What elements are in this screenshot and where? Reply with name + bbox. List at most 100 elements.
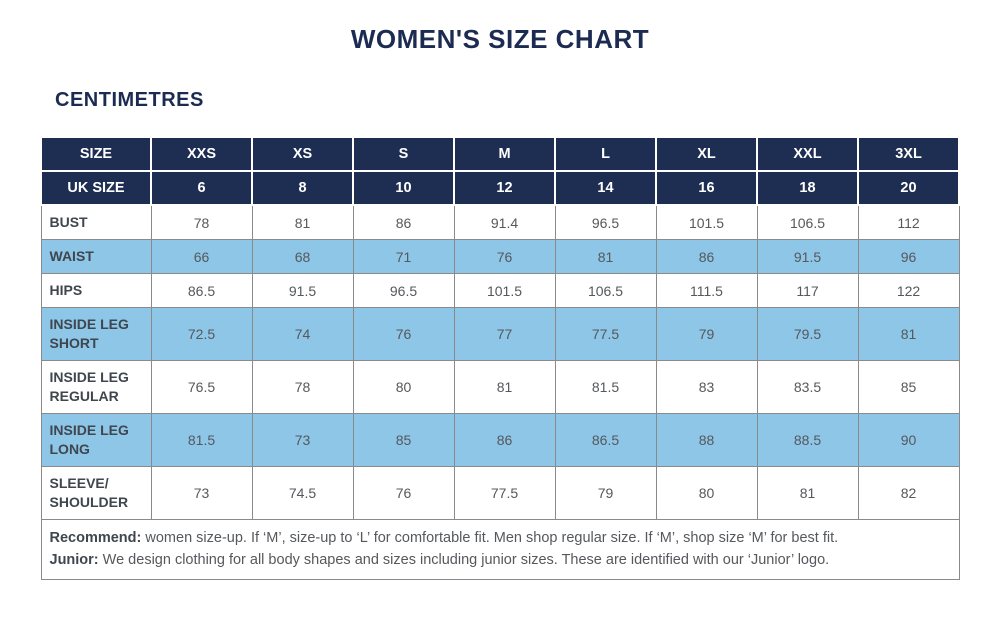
uk-size-column-header: 14: [554, 170, 657, 206]
uk-size-header-row: UK SIZE 6 8 10 12 14 16 18 20: [40, 170, 960, 206]
footnote-junior-text: We design clothing for all body shapes a…: [98, 552, 830, 568]
measurement-row-label: INSIDE LEG LONG: [40, 413, 152, 467]
measurement-value-cell: 86.5: [554, 413, 657, 467]
size-column-header: 3XL: [857, 136, 960, 172]
measurement-value-cell: 106.5: [756, 204, 859, 240]
measurement-value-cell: 81: [857, 307, 960, 361]
measurement-value-cell: 83: [655, 360, 758, 414]
measurement-row: INSIDE LEG LONG 81.5 73 85 86 86.5 88 88.5 90: [40, 413, 960, 467]
measurement-row: HIPS 86.5 91.5 96.5 101.5 106.5 111.5 117 122: [40, 273, 960, 308]
measurement-value-cell: 91.4: [453, 204, 556, 240]
measurement-value-cell: 71: [352, 239, 455, 274]
uk-size-column-header: 6: [150, 170, 253, 206]
measurement-value-cell: 77.5: [453, 466, 556, 520]
measurement-value-cell: 96.5: [554, 204, 657, 240]
size-chart-table: SIZE XXS XS S M L XL XXL 3XL UK SIZE 6 8 10 12 14 16…: [40, 136, 960, 580]
measurement-value-cell: 76: [453, 239, 556, 274]
measurement-value-cell: 106.5: [554, 273, 657, 308]
measurement-row-label: INSIDE LEG REGULAR: [40, 360, 152, 414]
uk-size-column-header: 20: [857, 170, 960, 206]
measurement-value-cell: 86.5: [150, 273, 253, 308]
uk-size-column-header: 8: [251, 170, 354, 206]
measurement-value-cell: 77: [453, 307, 556, 361]
measurement-value-cell: 101.5: [655, 204, 758, 240]
measurement-value-cell: 79.5: [756, 307, 859, 361]
measurement-value-cell: 68: [251, 239, 354, 274]
measurement-row: WAIST 66 68 71 76 81 86 91.5 96: [40, 239, 960, 274]
measurement-value-cell: 91.5: [756, 239, 859, 274]
size-column-header: XL: [655, 136, 758, 172]
measurement-row-label: WAIST: [40, 239, 152, 274]
measurement-value-cell: 81: [554, 239, 657, 274]
measurement-value-cell: 78: [251, 360, 354, 414]
uk-size-column-header: 10: [352, 170, 455, 206]
measurement-value-cell: 96: [857, 239, 960, 274]
measurement-row-label: HIPS: [40, 273, 152, 308]
measurement-value-cell: 122: [857, 273, 960, 308]
measurement-value-cell: 77.5: [554, 307, 657, 361]
measurement-value-cell: 82: [857, 466, 960, 520]
size-column-header: M: [453, 136, 556, 172]
measurement-value-cell: 83.5: [756, 360, 859, 414]
measurement-value-cell: 72.5: [150, 307, 253, 361]
size-column-header: XS: [251, 136, 354, 172]
footnote-recommend-lead: Recommend:: [49, 530, 142, 546]
measurement-value-cell: 96.5: [352, 273, 455, 308]
measurement-value-cell: 76: [352, 466, 455, 520]
measurement-row-label: BUST: [40, 204, 152, 240]
measurement-value-cell: 88.5: [756, 413, 859, 467]
size-column-header: XXL: [756, 136, 859, 172]
uk-size-column-header: 12: [453, 170, 556, 206]
measurement-value-cell: 79: [655, 307, 758, 361]
measurement-value-cell: 73: [150, 466, 253, 520]
measurement-value-cell: 80: [352, 360, 455, 414]
measurement-value-cell: 91.5: [251, 273, 354, 308]
measurement-row-label: INSIDE LEG SHORT: [40, 307, 152, 361]
footnote-recommend-text: women size-up. If ‘M’, size-up to ‘L’ fo…: [141, 530, 839, 546]
measurement-value-cell: 88: [655, 413, 758, 467]
measurement-value-cell: 81.5: [554, 360, 657, 414]
measurement-value-cell: 78: [150, 204, 253, 240]
uk-size-header-label: UK SIZE: [40, 170, 152, 206]
size-header-row: SIZE XXS XS S M L XL XXL 3XL: [40, 136, 960, 172]
measurement-value-cell: 80: [655, 466, 758, 520]
measurement-value-cell: 101.5: [453, 273, 556, 308]
footnote-recommend: Recommend: women size-up. If ‘M’, size-u…: [50, 527, 951, 549]
measurement-value-cell: 66: [150, 239, 253, 274]
measurement-value-cell: 76.5: [150, 360, 253, 414]
page-title: WOMEN'S SIZE CHART: [350, 24, 650, 54]
measurement-value-cell: 90: [857, 413, 960, 467]
size-column-header: S: [352, 136, 455, 172]
measurement-value-cell: 112: [857, 204, 960, 240]
measurement-value-cell: 74.5: [251, 466, 354, 520]
measurement-value-cell: 86: [655, 239, 758, 274]
measurement-value-cell: 76: [352, 307, 455, 361]
uk-size-column-header: 18: [756, 170, 859, 206]
table-footnote: Recommend: women size-up. If ‘M’, size-u…: [40, 519, 960, 580]
measurement-row: INSIDE LEG SHORT 72.5 74 76 77 77.5 79 79.5 81: [40, 307, 960, 361]
measurement-value-cell: 85: [857, 360, 960, 414]
measurement-value-cell: 85: [352, 413, 455, 467]
measurement-value-cell: 81: [453, 360, 556, 414]
size-header-label: SIZE: [40, 136, 152, 172]
measurement-value-cell: 81: [251, 204, 354, 240]
measurement-row: BUST 78 81 86 91.4 96.5 101.5 106.5 112: [40, 204, 960, 240]
footnote-row: Recommend: women size-up. If ‘M’, size-u…: [40, 519, 960, 580]
measurement-row: SLEEVE/ SHOULDER 73 74.5 76 77.5 79 80 81 82: [40, 466, 960, 520]
size-column-header: XXS: [150, 136, 253, 172]
uk-size-column-header: 16: [655, 170, 758, 206]
measurement-value-cell: 111.5: [655, 273, 758, 308]
measurement-row-label: SLEEVE/ SHOULDER: [40, 466, 152, 520]
measurement-value-cell: 86: [453, 413, 556, 467]
measurement-row: INSIDE LEG REGULAR 76.5 78 80 81 81.5 83 83.5 85: [40, 360, 960, 414]
measurement-value-cell: 81: [756, 466, 859, 520]
measurement-value-cell: 79: [554, 466, 657, 520]
size-column-header: L: [554, 136, 657, 172]
units-subtitle: CENTIMETRES: [55, 89, 204, 111]
measurement-value-cell: 73: [251, 413, 354, 467]
footnote-junior-lead: Junior:: [49, 552, 99, 568]
measurement-value-cell: 74: [251, 307, 354, 361]
footnote-junior: Junior: We design clothing for all body …: [50, 549, 951, 571]
measurement-value-cell: 86: [352, 204, 455, 240]
